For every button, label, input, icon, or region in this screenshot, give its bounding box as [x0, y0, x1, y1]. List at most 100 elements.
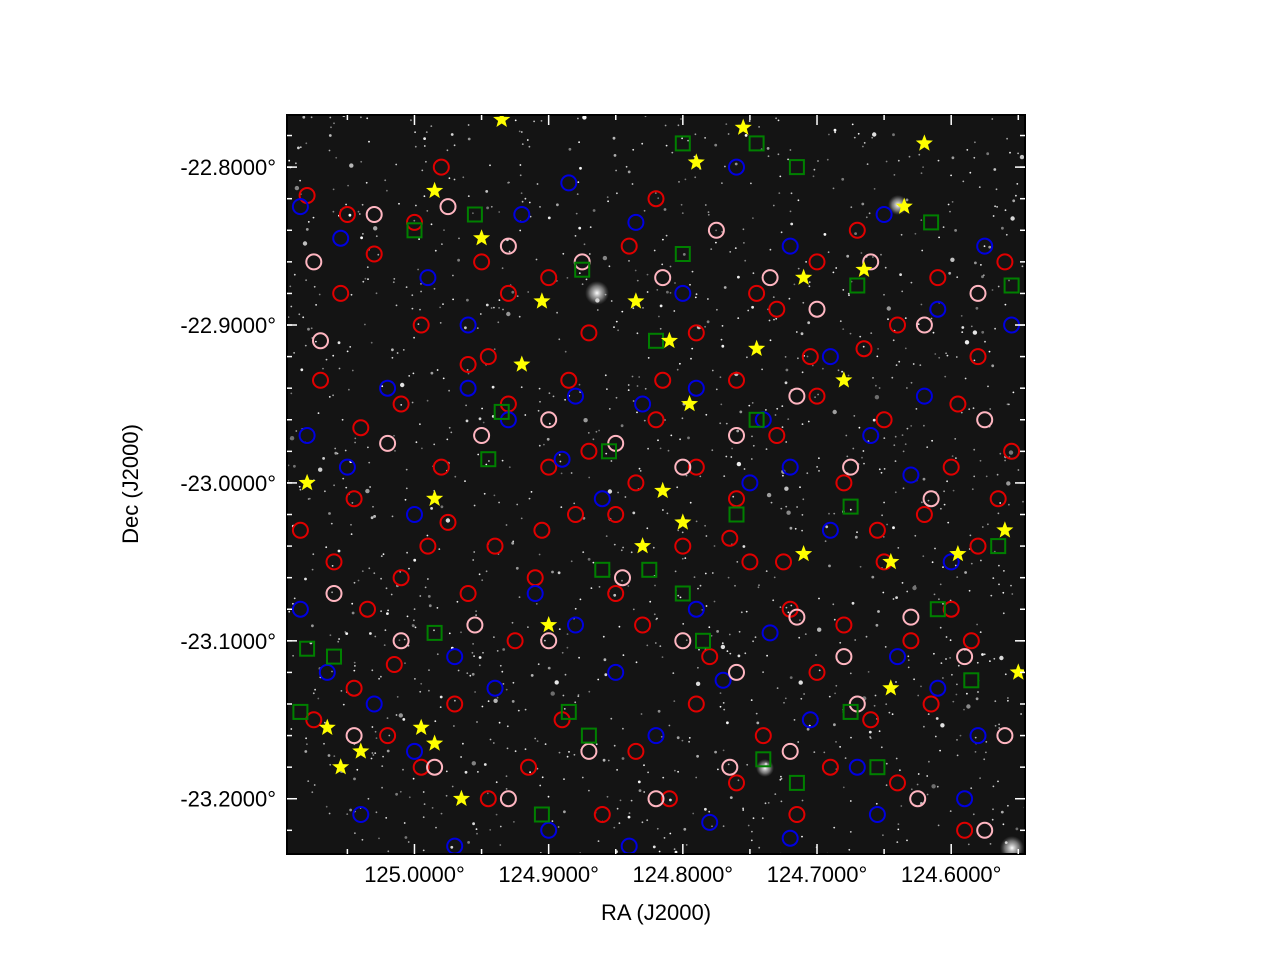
circle-marker	[728, 371, 745, 389]
circle-marker	[868, 521, 886, 539]
background-star	[875, 623, 879, 627]
background-star	[452, 274, 454, 277]
circle-marker	[385, 656, 403, 673]
circle-marker	[439, 198, 457, 216]
background-star	[603, 658, 607, 662]
circle-marker	[553, 450, 571, 468]
background-star	[985, 741, 988, 743]
axis-ticks	[287, 115, 1025, 854]
background-star	[550, 691, 555, 696]
circle-marker	[969, 727, 987, 745]
circle-marker	[909, 790, 927, 808]
background-star	[848, 294, 850, 297]
circle-marker	[687, 600, 705, 618]
circle-marker	[902, 632, 920, 650]
background-star	[781, 426, 784, 428]
circle-marker	[821, 521, 839, 539]
background-star	[632, 148, 635, 151]
background-star	[863, 142, 866, 144]
star-marker	[318, 718, 336, 735]
background-star	[937, 824, 940, 827]
background-star	[294, 185, 300, 191]
background-star	[917, 323, 920, 325]
background-star	[590, 587, 593, 589]
catalog-markers	[291, 115, 1025, 854]
background-star	[917, 694, 920, 697]
circle-marker	[332, 284, 350, 302]
background-star	[669, 832, 672, 835]
background-star	[947, 521, 950, 524]
background-star	[677, 124, 680, 127]
background-star	[878, 730, 881, 733]
background-star	[428, 669, 430, 671]
background-star	[322, 367, 324, 370]
background-star	[438, 548, 441, 550]
background-star	[885, 762, 888, 765]
background-star	[956, 683, 958, 686]
background-star	[362, 280, 365, 283]
background-star	[956, 576, 959, 578]
background-star	[772, 204, 775, 207]
background-star	[727, 576, 730, 579]
background-star	[486, 792, 489, 795]
background-star	[627, 815, 631, 819]
background-star	[748, 120, 751, 122]
background-star	[874, 694, 877, 697]
background-star	[505, 775, 508, 778]
background-star	[780, 775, 782, 778]
background-star	[979, 459, 982, 462]
background-star	[682, 623, 685, 625]
background-star	[751, 402, 754, 404]
background-star	[956, 754, 959, 757]
background-star	[801, 514, 804, 516]
background-star	[963, 708, 965, 711]
background-star	[474, 691, 476, 693]
background-star	[351, 502, 354, 504]
background-star	[386, 189, 388, 192]
background-star	[968, 589, 971, 592]
circle-marker	[721, 758, 739, 776]
circle-marker	[674, 458, 692, 476]
background-star	[632, 608, 635, 611]
background-star	[519, 229, 522, 232]
circle-marker	[855, 340, 873, 358]
background-star	[433, 443, 436, 446]
background-star	[496, 650, 499, 652]
circle-marker	[781, 237, 799, 255]
background-star	[341, 418, 344, 421]
circle-marker	[406, 506, 423, 523]
background-star	[566, 277, 569, 279]
background-star	[940, 723, 945, 728]
background-star	[756, 721, 760, 725]
background-star	[895, 596, 898, 599]
background-star	[345, 632, 349, 635]
background-star	[744, 134, 748, 137]
background-star	[998, 723, 1000, 726]
circle-marker	[540, 269, 558, 287]
background-star	[721, 642, 724, 645]
background-star	[823, 233, 827, 236]
background-star	[579, 166, 582, 170]
background-star	[774, 793, 777, 795]
circle-marker	[325, 553, 343, 571]
background-star	[627, 384, 630, 386]
circle-marker	[842, 458, 860, 476]
background-star	[926, 775, 929, 777]
background-star	[888, 711, 891, 714]
circle-marker	[761, 269, 779, 287]
background-star	[422, 791, 425, 793]
background-star	[750, 182, 752, 185]
background-star	[375, 235, 378, 238]
background-star	[971, 488, 974, 491]
background-star	[817, 160, 819, 162]
background-star	[1015, 194, 1017, 197]
background-star	[578, 272, 581, 275]
background-star	[713, 545, 716, 547]
background-star	[588, 690, 591, 693]
background-star	[657, 197, 660, 200]
background-star	[767, 802, 770, 804]
background-star	[585, 278, 588, 281]
background-star	[493, 494, 496, 497]
background-star	[622, 546, 624, 549]
background-star	[661, 656, 664, 658]
